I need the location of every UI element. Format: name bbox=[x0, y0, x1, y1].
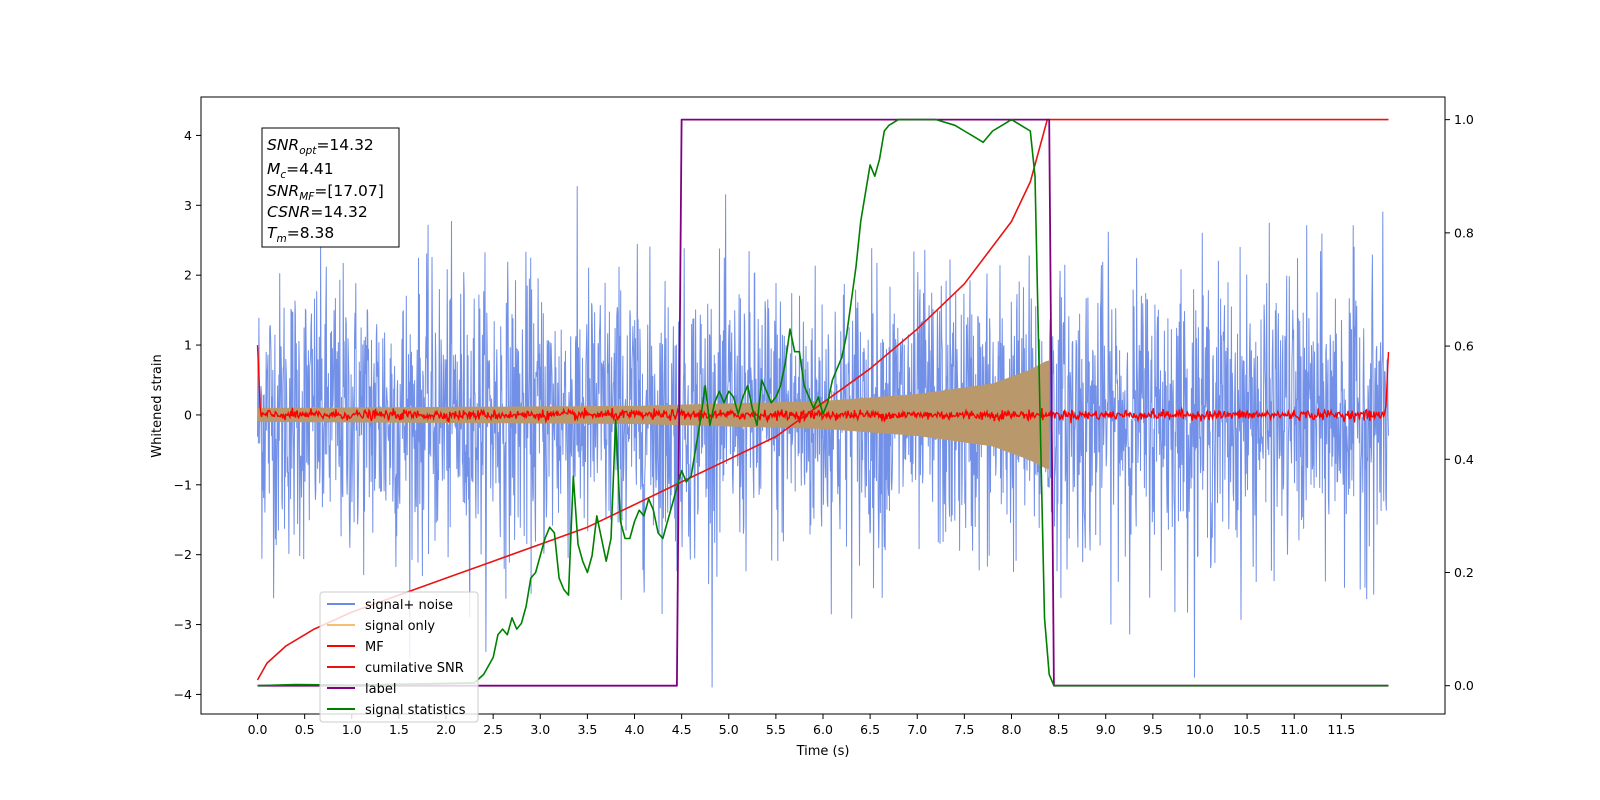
x-tick-label: 0.5 bbox=[295, 722, 315, 737]
x-tick-label: 11.0 bbox=[1280, 722, 1308, 737]
annotation-box: SNRopt=14.32 Mc=4.41 SNRMF=[17.07] CSNR=… bbox=[261, 127, 400, 248]
legend-label-signal-statistics: signal statistics bbox=[365, 703, 466, 718]
y-tick-label: −1 bbox=[174, 477, 192, 492]
y-tick-label: 0 bbox=[184, 407, 192, 422]
y-tick-label: 4 bbox=[184, 128, 192, 143]
y-tick-label: 3 bbox=[184, 198, 192, 213]
y-tick-label: −4 bbox=[174, 687, 192, 702]
axes: 0.0 0.5 1.0 1.5 2.0 2.5 3.0 3.5 4.0 4.5 5.0 5.5 6.0 6… bbox=[174, 112, 1474, 737]
y-tick-label: 1 bbox=[184, 338, 192, 353]
annotation-line-csnr: CSNR=14.32 bbox=[267, 203, 368, 221]
x-tick-label: 9.5 bbox=[1143, 722, 1163, 737]
y-right-tick-label: 0.6 bbox=[1454, 339, 1474, 354]
x-tick-label: 3.5 bbox=[577, 722, 597, 737]
annotation-line-mc: Mc=4.41 bbox=[267, 160, 334, 181]
legend-label-mf: MF bbox=[365, 640, 384, 655]
legend-frame bbox=[319, 591, 479, 723]
y-tick-label: 2 bbox=[184, 268, 192, 283]
legend-label-cumulative-snr: cumilative SNR bbox=[365, 661, 464, 676]
x-tick-label: 11.5 bbox=[1327, 722, 1355, 737]
annotation-line-snr-opt: SNRopt=14.32 bbox=[267, 136, 374, 157]
x-tick-label: 8.5 bbox=[1049, 722, 1069, 737]
x-tick-label: 5.0 bbox=[719, 722, 739, 737]
annotation-line-snr-mf: SNRMF=[17.07] bbox=[267, 182, 384, 203]
x-tick-label: 10.0 bbox=[1186, 722, 1214, 737]
y-right-tick-label: 0.0 bbox=[1454, 678, 1474, 693]
annotation-frame bbox=[261, 127, 400, 248]
x-tick-label: 1.5 bbox=[389, 722, 409, 737]
legend-label-signal-noise: signal+ noise bbox=[365, 598, 453, 613]
x-tick-label: 4.5 bbox=[672, 722, 692, 737]
y-right-tick-label: 1.0 bbox=[1454, 112, 1474, 127]
y-axis-label: Whitened strain bbox=[150, 354, 165, 457]
annotation-line-tm: Tm=8.38 bbox=[267, 224, 334, 245]
y-right-tick-label: 0.4 bbox=[1454, 452, 1474, 467]
x-tick-label: 3.0 bbox=[530, 722, 550, 737]
x-tick-label: 6.5 bbox=[860, 722, 880, 737]
x-tick-label: 5.5 bbox=[766, 722, 786, 737]
series-mf bbox=[256, 345, 1390, 424]
x-tick-label: 8.0 bbox=[1002, 722, 1022, 737]
x-tick-label: 2.0 bbox=[436, 722, 456, 737]
y-right-tick-label: 0.8 bbox=[1454, 225, 1474, 240]
x-tick-label: 2.5 bbox=[483, 722, 503, 737]
y-right-tick-label: 0.2 bbox=[1454, 565, 1474, 580]
x-tick-label: 7.0 bbox=[907, 722, 927, 737]
legend-label-signal-only: signal only bbox=[365, 619, 435, 634]
x-tick-label: 1.0 bbox=[342, 722, 362, 737]
x-axis-label: Time (s) bbox=[796, 744, 850, 759]
x-tick-label: 0.0 bbox=[248, 722, 268, 737]
series-signal-statistics bbox=[257, 118, 1389, 687]
legend-label-label: label bbox=[365, 682, 396, 697]
y-tick-label: −2 bbox=[174, 547, 192, 562]
x-tick-label: 4.0 bbox=[625, 722, 645, 737]
y-tick-label: −3 bbox=[174, 617, 192, 632]
legend: signal+ noise signal only MF cumilative … bbox=[319, 591, 479, 723]
x-tick-label: 6.0 bbox=[813, 722, 833, 737]
x-tick-label: 9.0 bbox=[1096, 722, 1116, 737]
x-tick-label: 10.5 bbox=[1233, 722, 1261, 737]
x-tick-label: 7.5 bbox=[954, 722, 974, 737]
